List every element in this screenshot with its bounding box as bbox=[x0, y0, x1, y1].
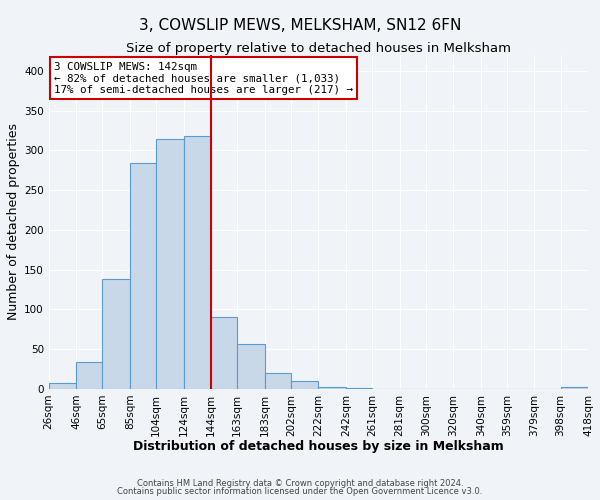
Text: 3, COWSLIP MEWS, MELKSHAM, SN12 6FN: 3, COWSLIP MEWS, MELKSHAM, SN12 6FN bbox=[139, 18, 461, 32]
Text: Contains HM Land Registry data © Crown copyright and database right 2024.: Contains HM Land Registry data © Crown c… bbox=[137, 478, 463, 488]
Bar bbox=[76, 362, 103, 389]
Bar bbox=[156, 139, 184, 389]
Bar bbox=[265, 373, 291, 389]
Bar bbox=[49, 384, 76, 389]
Bar bbox=[130, 163, 156, 389]
Bar bbox=[237, 344, 265, 389]
Bar bbox=[184, 136, 211, 389]
Bar bbox=[211, 318, 237, 389]
X-axis label: Distribution of detached houses by size in Melksham: Distribution of detached houses by size … bbox=[133, 440, 504, 453]
Y-axis label: Number of detached properties: Number of detached properties bbox=[7, 124, 20, 320]
Text: Contains public sector information licensed under the Open Government Licence v3: Contains public sector information licen… bbox=[118, 487, 482, 496]
Bar bbox=[319, 388, 346, 389]
Bar bbox=[103, 279, 130, 389]
Title: Size of property relative to detached houses in Melksham: Size of property relative to detached ho… bbox=[126, 42, 511, 55]
Bar bbox=[291, 381, 319, 389]
Bar bbox=[346, 388, 372, 389]
Bar bbox=[560, 388, 588, 389]
Text: 3 COWSLIP MEWS: 142sqm
← 82% of detached houses are smaller (1,033)
17% of semi-: 3 COWSLIP MEWS: 142sqm ← 82% of detached… bbox=[54, 62, 353, 95]
